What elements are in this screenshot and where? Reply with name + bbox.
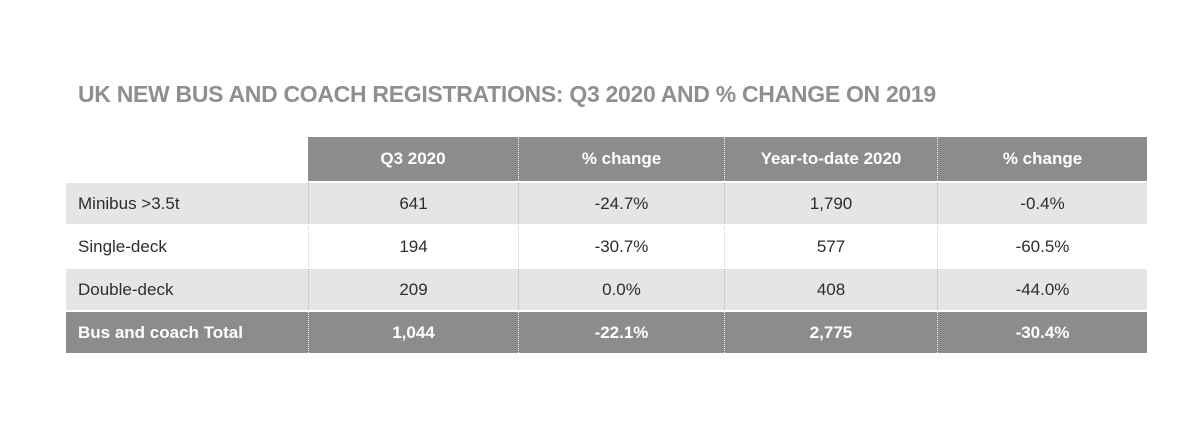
total-ytd-change-value: -30.4%: [937, 312, 1147, 353]
ytd-value: 1,790: [724, 183, 937, 224]
total-q3-change-value: -22.1%: [518, 312, 724, 353]
column-header-ytd-2020: Year-to-date 2020: [724, 137, 937, 181]
header-spacer-cell: [66, 137, 308, 181]
q3-change-value: -30.7%: [518, 226, 724, 267]
registrations-table: Q3 2020 % change Year-to-date 2020 % cha…: [66, 137, 1147, 353]
column-header-q3-change: % change: [518, 137, 724, 181]
ytd-value: 577: [724, 226, 937, 267]
total-ytd-value: 2,775: [724, 312, 937, 353]
ytd-change-value: -44.0%: [937, 269, 1147, 310]
table-row-total: Bus and coach Total 1,044 -22.1% 2,775 -…: [66, 312, 1147, 353]
table-title: UK NEW BUS AND COACH REGISTRATIONS: Q3 2…: [78, 81, 936, 107]
total-q3-value: 1,044: [308, 312, 518, 353]
q3-change-value: 0.0%: [518, 269, 724, 310]
table-header-row: Q3 2020 % change Year-to-date 2020 % cha…: [66, 137, 1147, 181]
table-row-double-deck: Double-deck 209 0.0% 408 -44.0%: [66, 269, 1147, 310]
row-label: Minibus >3.5t: [66, 183, 308, 224]
ytd-change-value: -60.5%: [937, 226, 1147, 267]
column-header-q3-2020: Q3 2020: [308, 137, 518, 181]
q3-change-value: -24.7%: [518, 183, 724, 224]
ytd-change-value: -0.4%: [937, 183, 1147, 224]
table-row-single-deck: Single-deck 194 -30.7% 577 -60.5%: [66, 226, 1147, 267]
ytd-value: 408: [724, 269, 937, 310]
total-row-label: Bus and coach Total: [66, 312, 308, 353]
row-label: Double-deck: [66, 269, 308, 310]
column-header-ytd-change: % change: [937, 137, 1147, 181]
table-row-minibus: Minibus >3.5t 641 -24.7% 1,790 -0.4%: [66, 183, 1147, 224]
q3-value: 209: [308, 269, 518, 310]
row-label: Single-deck: [66, 226, 308, 267]
q3-value: 641: [308, 183, 518, 224]
q3-value: 194: [308, 226, 518, 267]
